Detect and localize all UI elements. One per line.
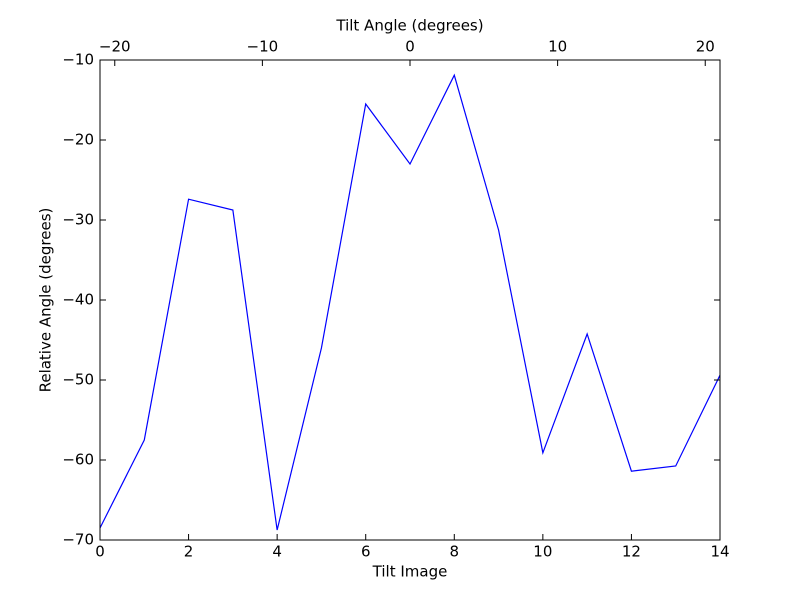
y-tick-label: −20 <box>62 131 94 149</box>
top-tick-label: 20 <box>696 38 715 56</box>
y-axis-label: Relative Angle (degrees) <box>37 208 55 393</box>
top-tick-label: 0 <box>405 38 415 56</box>
x-tick-label: 10 <box>533 543 552 561</box>
x-tick-label: 12 <box>622 543 641 561</box>
x-tick-label: 2 <box>184 543 194 561</box>
top-axis-label: Tilt Angle (degrees) <box>335 17 483 35</box>
y-tick-label: −10 <box>62 51 94 69</box>
x-tick-label: 0 <box>95 543 105 561</box>
x-tick-label: 8 <box>450 543 460 561</box>
x-tick-label: 4 <box>272 543 282 561</box>
y-tick-label: −50 <box>62 371 94 389</box>
top-tick-label: −10 <box>247 38 279 56</box>
x-tick-label: 14 <box>710 543 729 561</box>
x-tick-label: 6 <box>361 543 371 561</box>
y-tick-label: −70 <box>62 531 94 549</box>
y-tick-label: −30 <box>62 211 94 229</box>
top-tick-label: 10 <box>548 38 567 56</box>
data-line <box>99 73 721 531</box>
x-axis-label: Tilt Image <box>372 563 448 581</box>
top-tick-label: −20 <box>99 38 131 56</box>
y-tick-label: −40 <box>62 291 94 309</box>
y-tick-label: −60 <box>62 451 94 469</box>
